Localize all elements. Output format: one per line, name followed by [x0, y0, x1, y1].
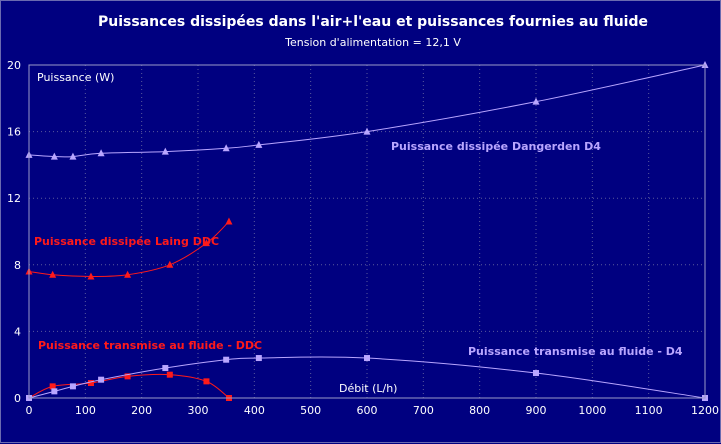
series-0-point [363, 127, 371, 135]
y-tick-label: 4 [14, 325, 21, 338]
x-tick-label: 500 [300, 404, 321, 417]
x-tick-label: 1200 [691, 404, 719, 417]
series-line-3 [28, 356, 706, 399]
y-tick-label: 16 [7, 126, 21, 139]
series-1-point [225, 217, 233, 225]
series-label-dangerden-d4: Puissance dissipée Dangerden D4 [391, 140, 601, 153]
x-tick-label: 200 [131, 404, 152, 417]
x-tick-label: 100 [75, 404, 96, 417]
x-tick-label: 1100 [635, 404, 663, 417]
x-tick-label: 0 [26, 404, 33, 417]
series-2-point [49, 383, 56, 390]
series-0-point [50, 152, 58, 160]
series-3-point [223, 356, 230, 363]
x-tick-label: 300 [188, 404, 209, 417]
series-line-1 [28, 221, 230, 277]
series-3-point [255, 355, 262, 362]
series-1-point [124, 270, 132, 278]
x-tick-label: 400 [244, 404, 265, 417]
series-2-point [166, 371, 173, 378]
series-label-fluide-ddc: Puissance transmise au fluide - DDC [38, 339, 262, 352]
series-3-point [98, 376, 105, 383]
y-tick-label: 0 [14, 392, 21, 405]
y-tick-label: 8 [14, 259, 21, 272]
series-3-point [533, 370, 539, 377]
series-3-point [364, 355, 370, 362]
plot-border [28, 64, 706, 399]
series-3-point [69, 383, 76, 390]
x-tick-label: 700 [413, 404, 434, 417]
series-0-point [97, 149, 105, 157]
x-tick-label: 900 [526, 404, 547, 417]
ticks: 0 100 200 300 400 500 600 700 800 900 1000 1100 1200… [7, 59, 719, 417]
series-0-point [255, 140, 263, 148]
x-tick-label: 600 [357, 404, 378, 417]
series-1-point [202, 239, 210, 247]
series-2-point [87, 380, 94, 387]
chart-title: Puissances dissipées dans l'air+l'eau et… [98, 14, 648, 30]
series-1-point [166, 260, 174, 268]
series-line-0 [28, 64, 706, 158]
series-1-point [87, 272, 95, 280]
series-label-fluide-d4: Puissance transmise au fluide - D4 [468, 345, 683, 358]
series-3-point [51, 388, 58, 395]
x-axis-label: Débit (L/h) [339, 382, 397, 395]
series-3-point [162, 365, 169, 372]
series-1-point [49, 270, 57, 278]
series-0-point [532, 97, 540, 105]
y-tick-label: 12 [7, 192, 21, 205]
series-0-point [161, 147, 169, 155]
series-2-point [203, 378, 210, 385]
x-tick-label: 1000 [578, 404, 606, 417]
series-0-point [222, 144, 230, 152]
y-tick-label: 20 [7, 59, 21, 72]
series-2-point [124, 373, 131, 380]
series-label-laing-ddc: Puissance dissipée Laing DDC [34, 235, 219, 248]
x-tick-label: 800 [469, 404, 490, 417]
y-axis-label: Puissance (W) [37, 71, 114, 84]
series-0-point [69, 152, 77, 160]
chart-subtitle: Tension d'alimentation = 12,1 V [284, 36, 461, 49]
